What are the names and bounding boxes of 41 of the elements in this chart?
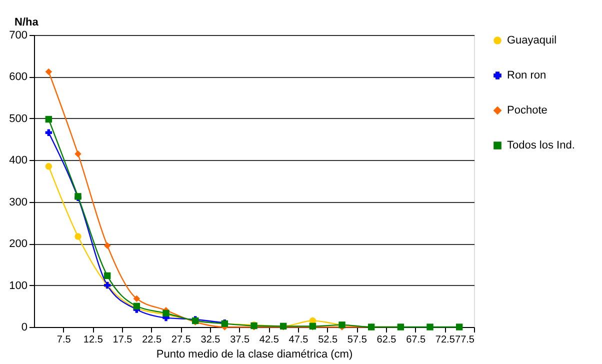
x-tick-label: 52.5 xyxy=(318,334,338,346)
y-tick-label: 500 xyxy=(9,112,28,125)
legend-label: Pochote xyxy=(507,104,548,116)
y-tick-label: 100 xyxy=(9,280,28,292)
legend-label: Guayaquil xyxy=(507,34,557,46)
x-tick-label: 12.5 xyxy=(83,334,104,346)
point xyxy=(456,324,463,330)
x-tick-label: 72.5 xyxy=(435,334,456,346)
x-tick-label: 57.5 xyxy=(347,334,368,346)
y-tick-label: 400 xyxy=(9,154,28,167)
x-tick-label: 27.5 xyxy=(171,334,192,346)
x-tick-label: 17.5 xyxy=(112,334,133,346)
x-tick-label: 7.5 xyxy=(56,334,72,346)
legend-label: Ron ron xyxy=(507,70,546,82)
point xyxy=(74,150,82,158)
point xyxy=(45,129,52,136)
y-tick-label: 200 xyxy=(9,238,28,250)
x-tick-label: 22.5 xyxy=(142,334,162,346)
legend-label: Todos los Ind. xyxy=(507,140,575,152)
y-axis-title: N/ha xyxy=(14,16,40,28)
y-tick-label: 300 xyxy=(9,196,28,208)
x-tick-label: 62.5 xyxy=(376,334,397,346)
point xyxy=(45,116,52,123)
x-tick-label: 47.5 xyxy=(288,334,309,346)
x-axis-title: Punto medio de la clase diamétrica (cm) xyxy=(156,348,353,360)
x-tick-label: 42.5 xyxy=(259,334,280,346)
x-tick-label: 77.5 xyxy=(455,334,475,346)
point xyxy=(104,242,111,250)
point xyxy=(426,324,434,330)
x-tick-label: 32.5 xyxy=(200,334,221,346)
point xyxy=(133,302,140,310)
point xyxy=(104,272,111,280)
y-tick-label: 600 xyxy=(9,71,28,84)
x-tick-label: 67.5 xyxy=(406,334,426,346)
x-tick-label: 37.5 xyxy=(230,334,250,346)
point xyxy=(45,68,52,76)
point xyxy=(45,163,52,170)
point xyxy=(133,295,140,302)
y-tick-label: 0 xyxy=(21,322,28,334)
y-tick-label: 700 xyxy=(9,30,28,42)
point xyxy=(74,233,82,240)
